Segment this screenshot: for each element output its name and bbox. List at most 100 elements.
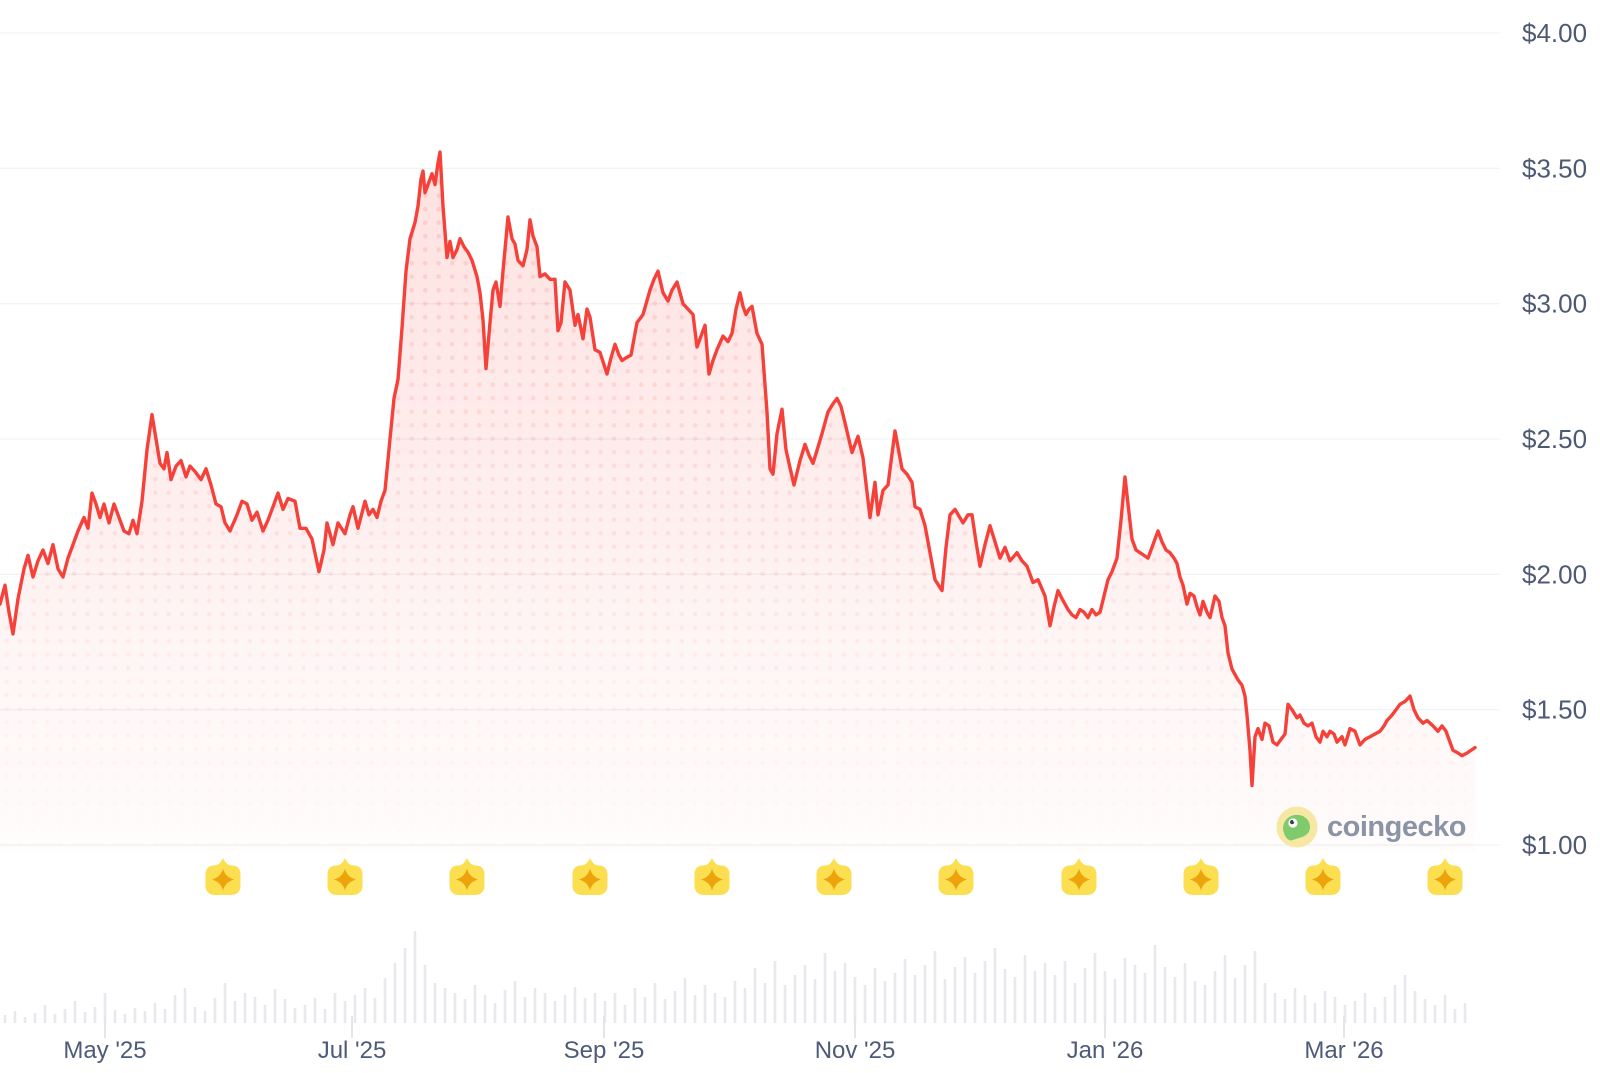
- volume-bar: [153, 1003, 157, 1023]
- volume-bar: [1023, 955, 1027, 1023]
- volume-bar: [1043, 963, 1047, 1023]
- volume-bar: [743, 988, 747, 1023]
- volume-bar: [1103, 971, 1107, 1023]
- sparkle-badge-icon[interactable]: [694, 858, 730, 895]
- volume-bar: [1423, 999, 1427, 1023]
- volume-bar: [523, 997, 527, 1023]
- volume-bar: [1363, 993, 1367, 1023]
- sparkle-badge-icon[interactable]: [938, 858, 974, 895]
- volume-bar: [1113, 979, 1117, 1023]
- y-axis-label: $1.50: [1522, 695, 1587, 725]
- sparkle-badge-icon[interactable]: [1305, 858, 1341, 895]
- volume-bar: [93, 1007, 97, 1023]
- volume-bar: [1323, 991, 1327, 1023]
- sparkle-badge-icon[interactable]: [816, 858, 852, 895]
- x-axis-label: Mar '26: [1304, 1037, 1383, 1064]
- volume-bar: [263, 1005, 267, 1023]
- volume-bar: [123, 1014, 127, 1023]
- volume-bar: [833, 971, 837, 1023]
- volume-bar: [733, 981, 737, 1023]
- volume-bar: [1403, 975, 1407, 1023]
- volume-bar: [823, 953, 827, 1023]
- volume-bar: [143, 1011, 147, 1023]
- volume-bar: [283, 999, 287, 1023]
- volume-bar: [933, 951, 937, 1023]
- volume-bar: [1433, 1005, 1437, 1023]
- volume-bar: [173, 995, 177, 1023]
- volume-bar: [773, 961, 777, 1023]
- volume-bar: [13, 1011, 17, 1023]
- volume-bar: [293, 1008, 297, 1023]
- volume-bar: [1443, 995, 1447, 1023]
- volume-bar: [1303, 995, 1307, 1023]
- volume-bar: [323, 1009, 327, 1023]
- volume-bar: [553, 1001, 557, 1023]
- volume-bar: [493, 1003, 497, 1023]
- sparkle-badge-icon[interactable]: [1061, 858, 1097, 895]
- volume-bar: [1093, 953, 1097, 1023]
- coingecko-watermark-text: coingecko: [1327, 810, 1466, 843]
- y-axis-label: $4.00: [1522, 18, 1587, 48]
- volume-bar: [1033, 971, 1037, 1023]
- volume-bar: [963, 957, 967, 1023]
- volume-bar: [393, 963, 397, 1023]
- volume-bar: [1203, 985, 1207, 1023]
- volume-bar: [133, 1008, 137, 1023]
- volume-bar: [113, 1010, 117, 1023]
- y-axis-label: $3.00: [1522, 289, 1587, 319]
- sparkle-badge-icon[interactable]: [1427, 858, 1463, 895]
- x-axis-label: Jan '26: [1067, 1037, 1144, 1064]
- volume-bar: [1133, 965, 1137, 1023]
- volume-bar: [63, 1009, 67, 1023]
- volume-bar: [1333, 997, 1337, 1023]
- sparkle-badge-icon[interactable]: [1183, 858, 1219, 895]
- volume-bar: [913, 975, 917, 1023]
- volume-bar: [233, 1001, 237, 1023]
- y-axis-label: $3.50: [1522, 153, 1587, 183]
- volume-bar: [193, 1007, 197, 1023]
- volume-bar: [763, 983, 767, 1023]
- volume-bar: [683, 978, 687, 1023]
- volume-bar: [273, 989, 277, 1023]
- volume-bar: [73, 1001, 77, 1023]
- volume-bar: [1313, 1003, 1317, 1023]
- volume-bar: [1193, 981, 1197, 1023]
- volume-bar: [943, 979, 947, 1023]
- sparkle-badge-icon[interactable]: [205, 858, 241, 895]
- x-axis-labels: May '25 Jul '25 Sep '25 Nov '25 Jan '26 Mar '…: [63, 1037, 1383, 1064]
- volume-bar: [1253, 951, 1257, 1023]
- volume-bar: [703, 985, 707, 1023]
- volume-bar: [533, 988, 537, 1023]
- volume-bar: [1263, 983, 1267, 1023]
- x-axis-ticks: [104, 1016, 1345, 1038]
- sparkle-badge-icon[interactable]: [327, 858, 363, 895]
- volume-bar: [1233, 978, 1237, 1023]
- volume-bar: [803, 965, 807, 1023]
- volume-bar: [223, 983, 227, 1023]
- volume-bar: [1373, 1007, 1377, 1023]
- sparkle-badge-icon[interactable]: [449, 858, 485, 895]
- x-axis-label: Sep '25: [564, 1037, 645, 1064]
- volume-bar: [403, 948, 407, 1023]
- coingecko-gecko-icon: [1276, 806, 1318, 848]
- volume-bar: [1243, 965, 1247, 1023]
- y-axis-label: $2.50: [1522, 424, 1587, 454]
- volume-bar: [813, 979, 817, 1023]
- volume-bar: [1083, 968, 1087, 1023]
- x-axis-label: May '25: [63, 1037, 146, 1064]
- volume-bar: [473, 985, 477, 1023]
- volume-bar: [103, 993, 107, 1023]
- volume-bar: [953, 967, 957, 1023]
- volume-bars: [3, 931, 1467, 1023]
- volume-bar: [593, 993, 597, 1023]
- y-axis-label: $2.00: [1522, 559, 1587, 589]
- volume-bar: [333, 993, 337, 1023]
- volume-bar: [873, 968, 877, 1023]
- volume-bar: [313, 998, 317, 1023]
- volume-bar: [613, 993, 617, 1023]
- volume-bar: [1273, 993, 1277, 1023]
- sparkle-badge-icon[interactable]: [572, 858, 608, 895]
- volume-bar: [413, 931, 417, 1023]
- volume-bar: [573, 987, 577, 1023]
